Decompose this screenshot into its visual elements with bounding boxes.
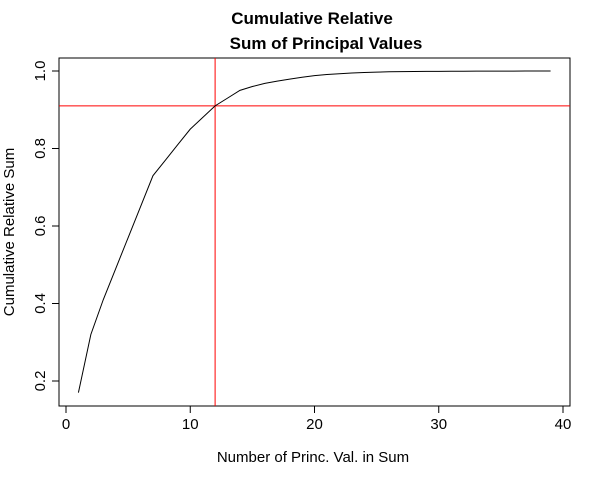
cumulative-sum-line xyxy=(77,70,551,393)
x-tick-label: 10 xyxy=(182,416,199,433)
chart-title-line-2: Sum of Principal Values xyxy=(230,34,423,53)
x-tick-label: 20 xyxy=(306,416,323,433)
y-tick-label: 1.0 xyxy=(32,61,49,82)
plot-frame xyxy=(58,57,571,407)
chart-title-line-1: Cumulative Relative xyxy=(231,9,393,28)
y-tick-label: 0.2 xyxy=(32,371,49,392)
y-axis-label: Cumulative Relative Sum xyxy=(1,148,18,316)
x-tick-label: 40 xyxy=(555,416,572,433)
plot-area: 0 10 20 30 40 0.2 0.4 0.6 0.8 1.0 xyxy=(32,57,572,433)
y-tick-label: 0.8 xyxy=(32,138,49,159)
y-tick-label: 0.6 xyxy=(32,216,49,237)
x-axis-label: Number of Princ. Val. in Sum xyxy=(217,449,409,466)
y-tick-label: 0.4 xyxy=(32,293,49,314)
x-tick-label: 0 xyxy=(62,416,70,433)
x-tick-label: 30 xyxy=(430,416,447,433)
